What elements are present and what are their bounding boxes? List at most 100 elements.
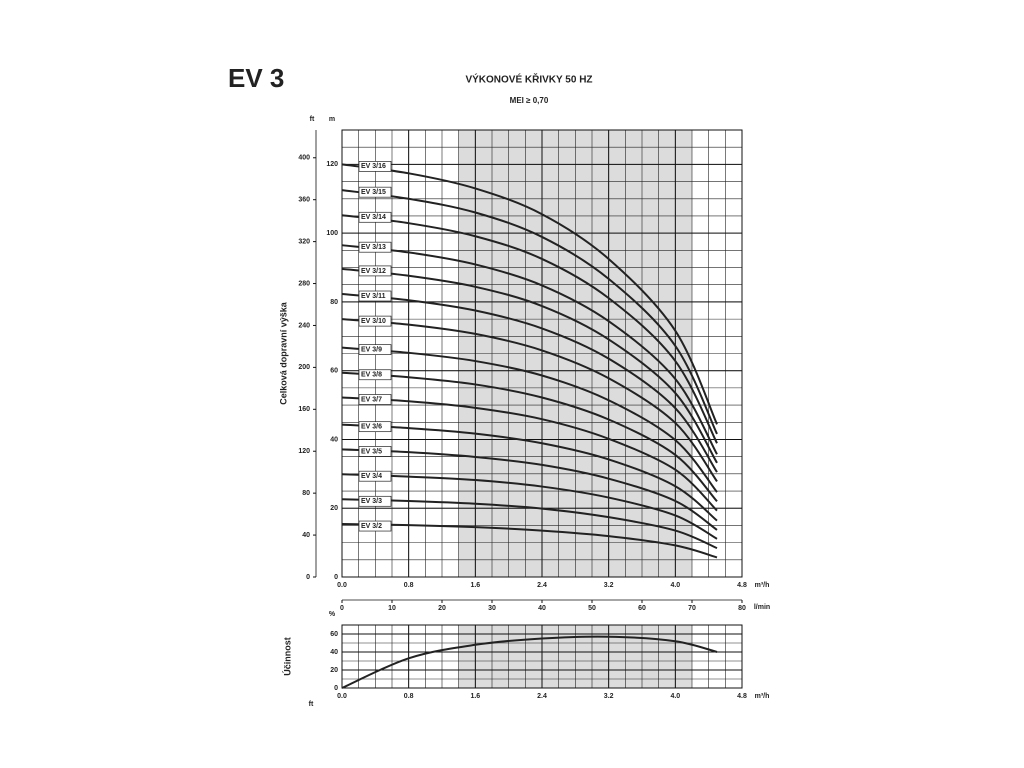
- curve: [341, 396, 718, 512]
- curve-label: EV 3/4: [361, 473, 382, 480]
- curve-label: EV 3/14: [361, 214, 386, 221]
- curve-label-box: [358, 446, 392, 457]
- x2-tick-label: 10: [388, 605, 396, 612]
- curve: [341, 293, 718, 473]
- curve: [341, 318, 718, 482]
- curve-label-box: [358, 265, 392, 277]
- curve-label: EV 3/13: [361, 244, 386, 251]
- curve-label: EV 3/9: [361, 346, 382, 353]
- plot-border: [341, 624, 743, 689]
- curve: [341, 214, 718, 444]
- curve-label-box: [358, 161, 392, 172]
- y2-tick-label: 40: [302, 532, 310, 539]
- x2-tick-label: 40: [538, 605, 546, 612]
- y-axis-title: Účinnost: [281, 637, 292, 676]
- x-tick-label: 2.4: [537, 693, 547, 700]
- chart-subtitle: MEI ≥ 0,70: [510, 96, 549, 105]
- curve-label-box: [358, 344, 392, 356]
- x-unit: m³/h: [755, 693, 770, 700]
- curve: [341, 189, 718, 435]
- curve-label-box: [358, 290, 392, 302]
- x-tick-label: 0.8: [404, 693, 414, 700]
- y2-tick-label: 360: [298, 197, 310, 204]
- x-tick-label: 3.2: [604, 582, 614, 589]
- y2-tick-label: 160: [298, 406, 310, 413]
- curve-label-box: [358, 470, 392, 482]
- y-unit: %: [329, 611, 336, 618]
- curve-label-box: [358, 369, 392, 381]
- curve: [341, 635, 718, 689]
- y-tick-label: 60: [330, 631, 338, 638]
- curve: [341, 498, 718, 550]
- curve: [341, 163, 718, 425]
- x2-tick-label: 0: [340, 605, 344, 612]
- x2-tick-label: 20: [438, 605, 446, 612]
- y-tick-label: 80: [330, 299, 338, 306]
- curve-label: EV 3/7: [361, 396, 382, 403]
- curve-label-box: [358, 315, 392, 327]
- y2-tick-label: 240: [298, 322, 310, 329]
- x-tick-label: 3.2: [604, 693, 614, 700]
- y-axis-title: Celková dopravní výška: [278, 301, 288, 405]
- curve: [341, 448, 718, 531]
- curve-label-box: [358, 241, 392, 253]
- x2-tick-label: 70: [688, 605, 696, 612]
- curve-label: EV 3/6: [361, 424, 382, 431]
- y2-tick-label: 0: [306, 574, 310, 581]
- plot-border: [341, 129, 743, 578]
- curve-label-box: [358, 520, 392, 532]
- x-tick-label: 1.6: [470, 582, 480, 589]
- y-tick-label: 40: [330, 436, 338, 443]
- curve: [341, 244, 718, 455]
- y2-tick-label: 80: [302, 490, 310, 497]
- x2-tick-label: 80: [738, 605, 746, 612]
- y-unit: m: [329, 116, 335, 123]
- curve-label-box: [358, 211, 392, 223]
- model-title: EV 3: [228, 63, 284, 93]
- y-tick-label: 60: [330, 368, 338, 375]
- curve-label: EV 3/2: [361, 523, 382, 530]
- y-tick-label: 20: [330, 505, 338, 512]
- y2-tick-label: 120: [298, 448, 310, 455]
- curve: [341, 267, 718, 464]
- x2-tick-label: 60: [638, 605, 646, 612]
- y-tick-label: 0: [334, 574, 338, 581]
- curve-label: EV 3/8: [361, 372, 382, 379]
- curve-label: EV 3/16: [361, 163, 386, 170]
- y2-tick-label: 200: [298, 364, 310, 371]
- curve: [341, 523, 718, 559]
- curve-label-box: [358, 421, 392, 433]
- y-tick-label: 0: [334, 685, 338, 692]
- corner-label: ft: [309, 701, 314, 708]
- y-tick-label: 40: [330, 649, 338, 656]
- curve-label-box: [358, 495, 392, 507]
- x-unit: m³/h: [755, 582, 770, 589]
- curve: [341, 371, 718, 503]
- y2-tick-label: 320: [298, 238, 310, 245]
- curve-label-box: [358, 394, 392, 405]
- x2-tick-label: 50: [588, 605, 596, 612]
- curve-label: EV 3/11: [361, 293, 386, 300]
- curve: [341, 346, 718, 493]
- x2-unit: l/min: [754, 604, 770, 611]
- y2-unit: ft: [310, 116, 315, 123]
- y-tick-label: 20: [330, 667, 338, 674]
- curve-label-box: [358, 186, 392, 198]
- x-tick-label: 1.6: [470, 693, 480, 700]
- x-tick-label: 0.0: [337, 693, 347, 700]
- x-tick-label: 4.0: [670, 693, 680, 700]
- curve-label: EV 3/3: [361, 498, 382, 505]
- y2-tick-label: 280: [298, 280, 310, 287]
- y2-tick-label: 400: [298, 155, 310, 162]
- x-tick-label: 4.0: [670, 582, 680, 589]
- x-tick-label: 4.8: [737, 693, 747, 700]
- curve: [341, 423, 718, 522]
- x-tick-label: 2.4: [537, 582, 547, 589]
- y-tick-label: 120: [326, 161, 338, 168]
- curve-label: EV 3/5: [361, 448, 382, 455]
- curve: [341, 473, 718, 540]
- x-tick-label: 0.0: [337, 582, 347, 589]
- curve-label: EV 3/10: [361, 318, 386, 325]
- chart-title: VÝKONOVÉ KŘIVKY 50 HZ: [465, 73, 592, 86]
